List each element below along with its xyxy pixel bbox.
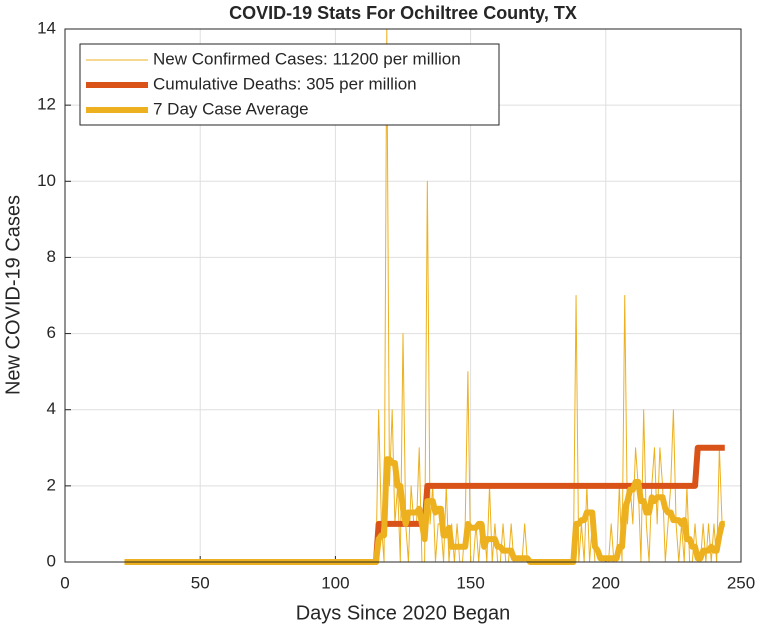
x-tick-label: 250: [727, 573, 755, 592]
y-tick-label: 10: [37, 171, 56, 190]
x-tick-label: 50: [191, 573, 210, 592]
legend-box: [79, 43, 500, 126]
y-tick-label: 14: [37, 18, 56, 37]
chart-title: COVID-19 Stats For Ochiltree County, TX: [229, 3, 577, 23]
legend-label: 7 Day Case Average: [153, 99, 309, 118]
plot-frame: [64, 28, 742, 563]
y-tick-label: 12: [37, 95, 56, 114]
y-tick-label: 8: [47, 247, 56, 266]
y-tick-label: 2: [47, 475, 56, 494]
y-tick-label: 6: [47, 323, 56, 342]
y-tick-label: 0: [47, 551, 56, 570]
legend-label: Cumulative Deaths: 305 per million: [153, 74, 417, 93]
x-axis-label: Days Since 2020 Began: [296, 602, 511, 624]
x-tick-label: 100: [321, 573, 349, 592]
x-tick-label: 200: [592, 573, 620, 592]
y-axis-label: New COVID-19 Cases: [2, 195, 24, 395]
y-tick-label: 4: [47, 399, 56, 418]
x-tick-label: 150: [456, 573, 484, 592]
legend-label: New Confirmed Cases: 11200 per million: [153, 49, 461, 68]
x-tick-label: 0: [60, 573, 69, 592]
